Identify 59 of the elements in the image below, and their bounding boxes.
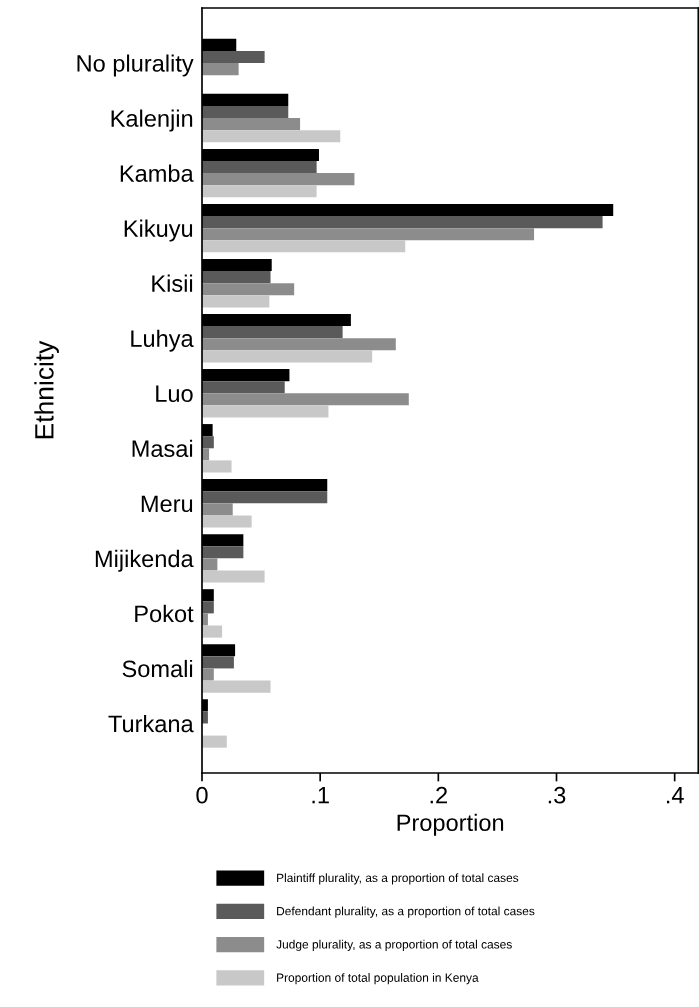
y-tick-label: Luhya xyxy=(131,329,194,352)
y-tick-label: Somali xyxy=(122,659,193,678)
bar xyxy=(202,295,270,308)
bar xyxy=(202,326,343,339)
bar xyxy=(202,161,317,174)
bar xyxy=(202,558,218,571)
bar xyxy=(202,271,271,284)
y-tick-label: Turkana xyxy=(108,714,194,733)
y-tick-label: Kalenjin xyxy=(111,109,193,132)
bar xyxy=(202,680,271,693)
legend-label: Judge plurality, as a proportion of total cases xyxy=(276,939,512,951)
bar xyxy=(202,515,252,528)
bar xyxy=(202,105,289,119)
bar xyxy=(202,460,232,473)
x-tick-label: .1 xyxy=(312,787,329,804)
x-tick-label: .2 xyxy=(430,786,447,804)
bar xyxy=(202,216,603,229)
bar xyxy=(202,405,329,418)
bar xyxy=(202,63,239,76)
y-tick-label: Luo xyxy=(156,385,193,403)
y-axis-title: Ethnicity xyxy=(34,340,59,439)
x-tick-label: .4 xyxy=(666,787,684,804)
bar xyxy=(202,546,244,559)
bar xyxy=(202,173,355,186)
bar xyxy=(202,130,341,143)
y-tick-label: Kisii xyxy=(152,274,193,292)
x-tick-label: .3 xyxy=(548,786,566,804)
bar xyxy=(202,393,409,406)
y-tick-label: Meru xyxy=(141,495,193,513)
bar xyxy=(202,668,214,681)
bar xyxy=(202,50,265,64)
bar xyxy=(202,625,223,638)
bar xyxy=(202,503,233,516)
legend-label: Plaintiff plurality, as a proportion of total cases xyxy=(277,873,519,885)
x-axis-title: Proportion xyxy=(397,813,504,836)
y-tick-label: Mijikenda xyxy=(95,549,194,572)
bar xyxy=(202,283,295,296)
y-tick-label: Kamba xyxy=(120,164,194,182)
x-tick-label: 0 xyxy=(196,786,208,804)
bar xyxy=(202,350,373,363)
bar xyxy=(202,240,406,253)
y-tick-label: Masai xyxy=(132,439,193,458)
bar xyxy=(202,735,227,748)
bar xyxy=(202,613,208,626)
y-tick-label: Pokot xyxy=(135,604,194,623)
bar xyxy=(202,570,265,583)
legend-label: Defendant plurality, as a proportion of total cases xyxy=(277,906,535,918)
bar xyxy=(202,656,234,669)
bar xyxy=(202,228,535,241)
y-tick-label: Kikuyu xyxy=(124,219,193,242)
bar xyxy=(202,118,301,131)
legend-label: Proportion of total population in Kenya xyxy=(277,973,479,985)
bar xyxy=(202,491,328,504)
bar xyxy=(202,381,285,394)
bar xyxy=(202,338,396,351)
bar xyxy=(202,436,214,449)
y-tick-label: No plurality xyxy=(77,54,194,77)
bar xyxy=(202,185,317,198)
bar xyxy=(202,601,214,614)
